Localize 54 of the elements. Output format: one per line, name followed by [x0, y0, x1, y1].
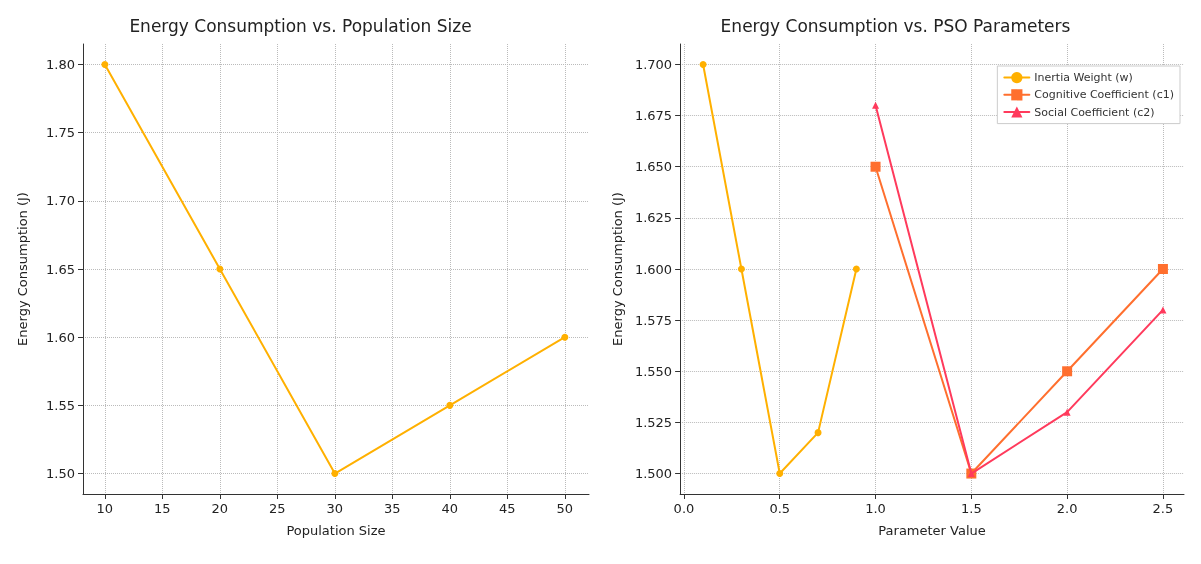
- point: [814, 429, 822, 437]
- point: [1157, 264, 1168, 274]
- y-tick-label: 1.550: [634, 363, 673, 379]
- chart-title: Energy Consumption vs. Population Size: [129, 15, 472, 36]
- x-tick-label: 15: [154, 501, 171, 516]
- point: [699, 60, 707, 68]
- legend-label: Social Coefficient (c2): [1034, 105, 1155, 119]
- y-axis-title: Energy Consumption (J): [15, 192, 30, 346]
- y-tick-label: 1.625: [634, 210, 673, 226]
- x-tick-label: 1.5: [960, 501, 982, 516]
- x-tick-label: 25: [269, 501, 286, 516]
- x-axis-title: Parameter Value: [878, 523, 986, 538]
- x-tick-label: 10: [96, 501, 114, 516]
- y-tick-label: 1.650: [634, 159, 673, 175]
- point: [1063, 408, 1071, 416]
- y-tick-label: 1.525: [634, 414, 673, 430]
- y-tick-label: 1.80: [46, 56, 75, 72]
- x-tick-label: 2.0: [1056, 501, 1078, 516]
- y-tick-label: 1.500: [634, 466, 673, 482]
- x-tick-label: 45: [499, 501, 516, 516]
- chart-title: Energy Consumption vs. PSO Parameters: [720, 15, 1071, 36]
- y-tick-label: 1.55: [46, 397, 75, 413]
- x-axis-title: Population Size: [286, 523, 386, 538]
- y-tick-label: 1.575: [634, 312, 673, 328]
- x-tick-label: 40: [441, 501, 459, 516]
- y-tick-label: 1.65: [46, 261, 75, 277]
- point: [561, 333, 569, 341]
- y-tick-label: 1.600: [634, 261, 673, 277]
- point: [1062, 366, 1073, 377]
- y-tick-label: 1.60: [46, 329, 75, 345]
- x-tick-label: 20: [211, 501, 229, 516]
- x-tick-label: 35: [384, 501, 401, 516]
- point: [872, 101, 880, 109]
- x-tick-label: 2.5: [1152, 501, 1174, 516]
- y-tick-label: 1.675: [634, 108, 673, 124]
- point: [737, 265, 745, 273]
- y-tick-label: 1.75: [46, 125, 75, 141]
- x-tick-label: 50: [556, 501, 574, 516]
- point: [870, 161, 881, 172]
- x-tick-label: 0.5: [769, 501, 791, 516]
- y-tick-label: 1.50: [46, 466, 75, 482]
- point: [446, 401, 454, 409]
- y-tick-label: 1.700: [634, 56, 673, 72]
- x-tick-label: 30: [326, 501, 344, 516]
- y-tick-label: 1.70: [46, 193, 75, 209]
- point: [101, 60, 109, 68]
- y-axis-title: Energy Consumption (J): [610, 192, 625, 346]
- point: [776, 470, 784, 478]
- point: [331, 470, 339, 478]
- legend-label: Cognitive Coefficient (c1): [1034, 88, 1175, 102]
- x-tick-label: 0.0: [673, 501, 695, 516]
- point: [852, 265, 860, 273]
- legend-label: Inertia Weight (w): [1034, 71, 1133, 85]
- x-tick-label: 1.0: [865, 501, 886, 516]
